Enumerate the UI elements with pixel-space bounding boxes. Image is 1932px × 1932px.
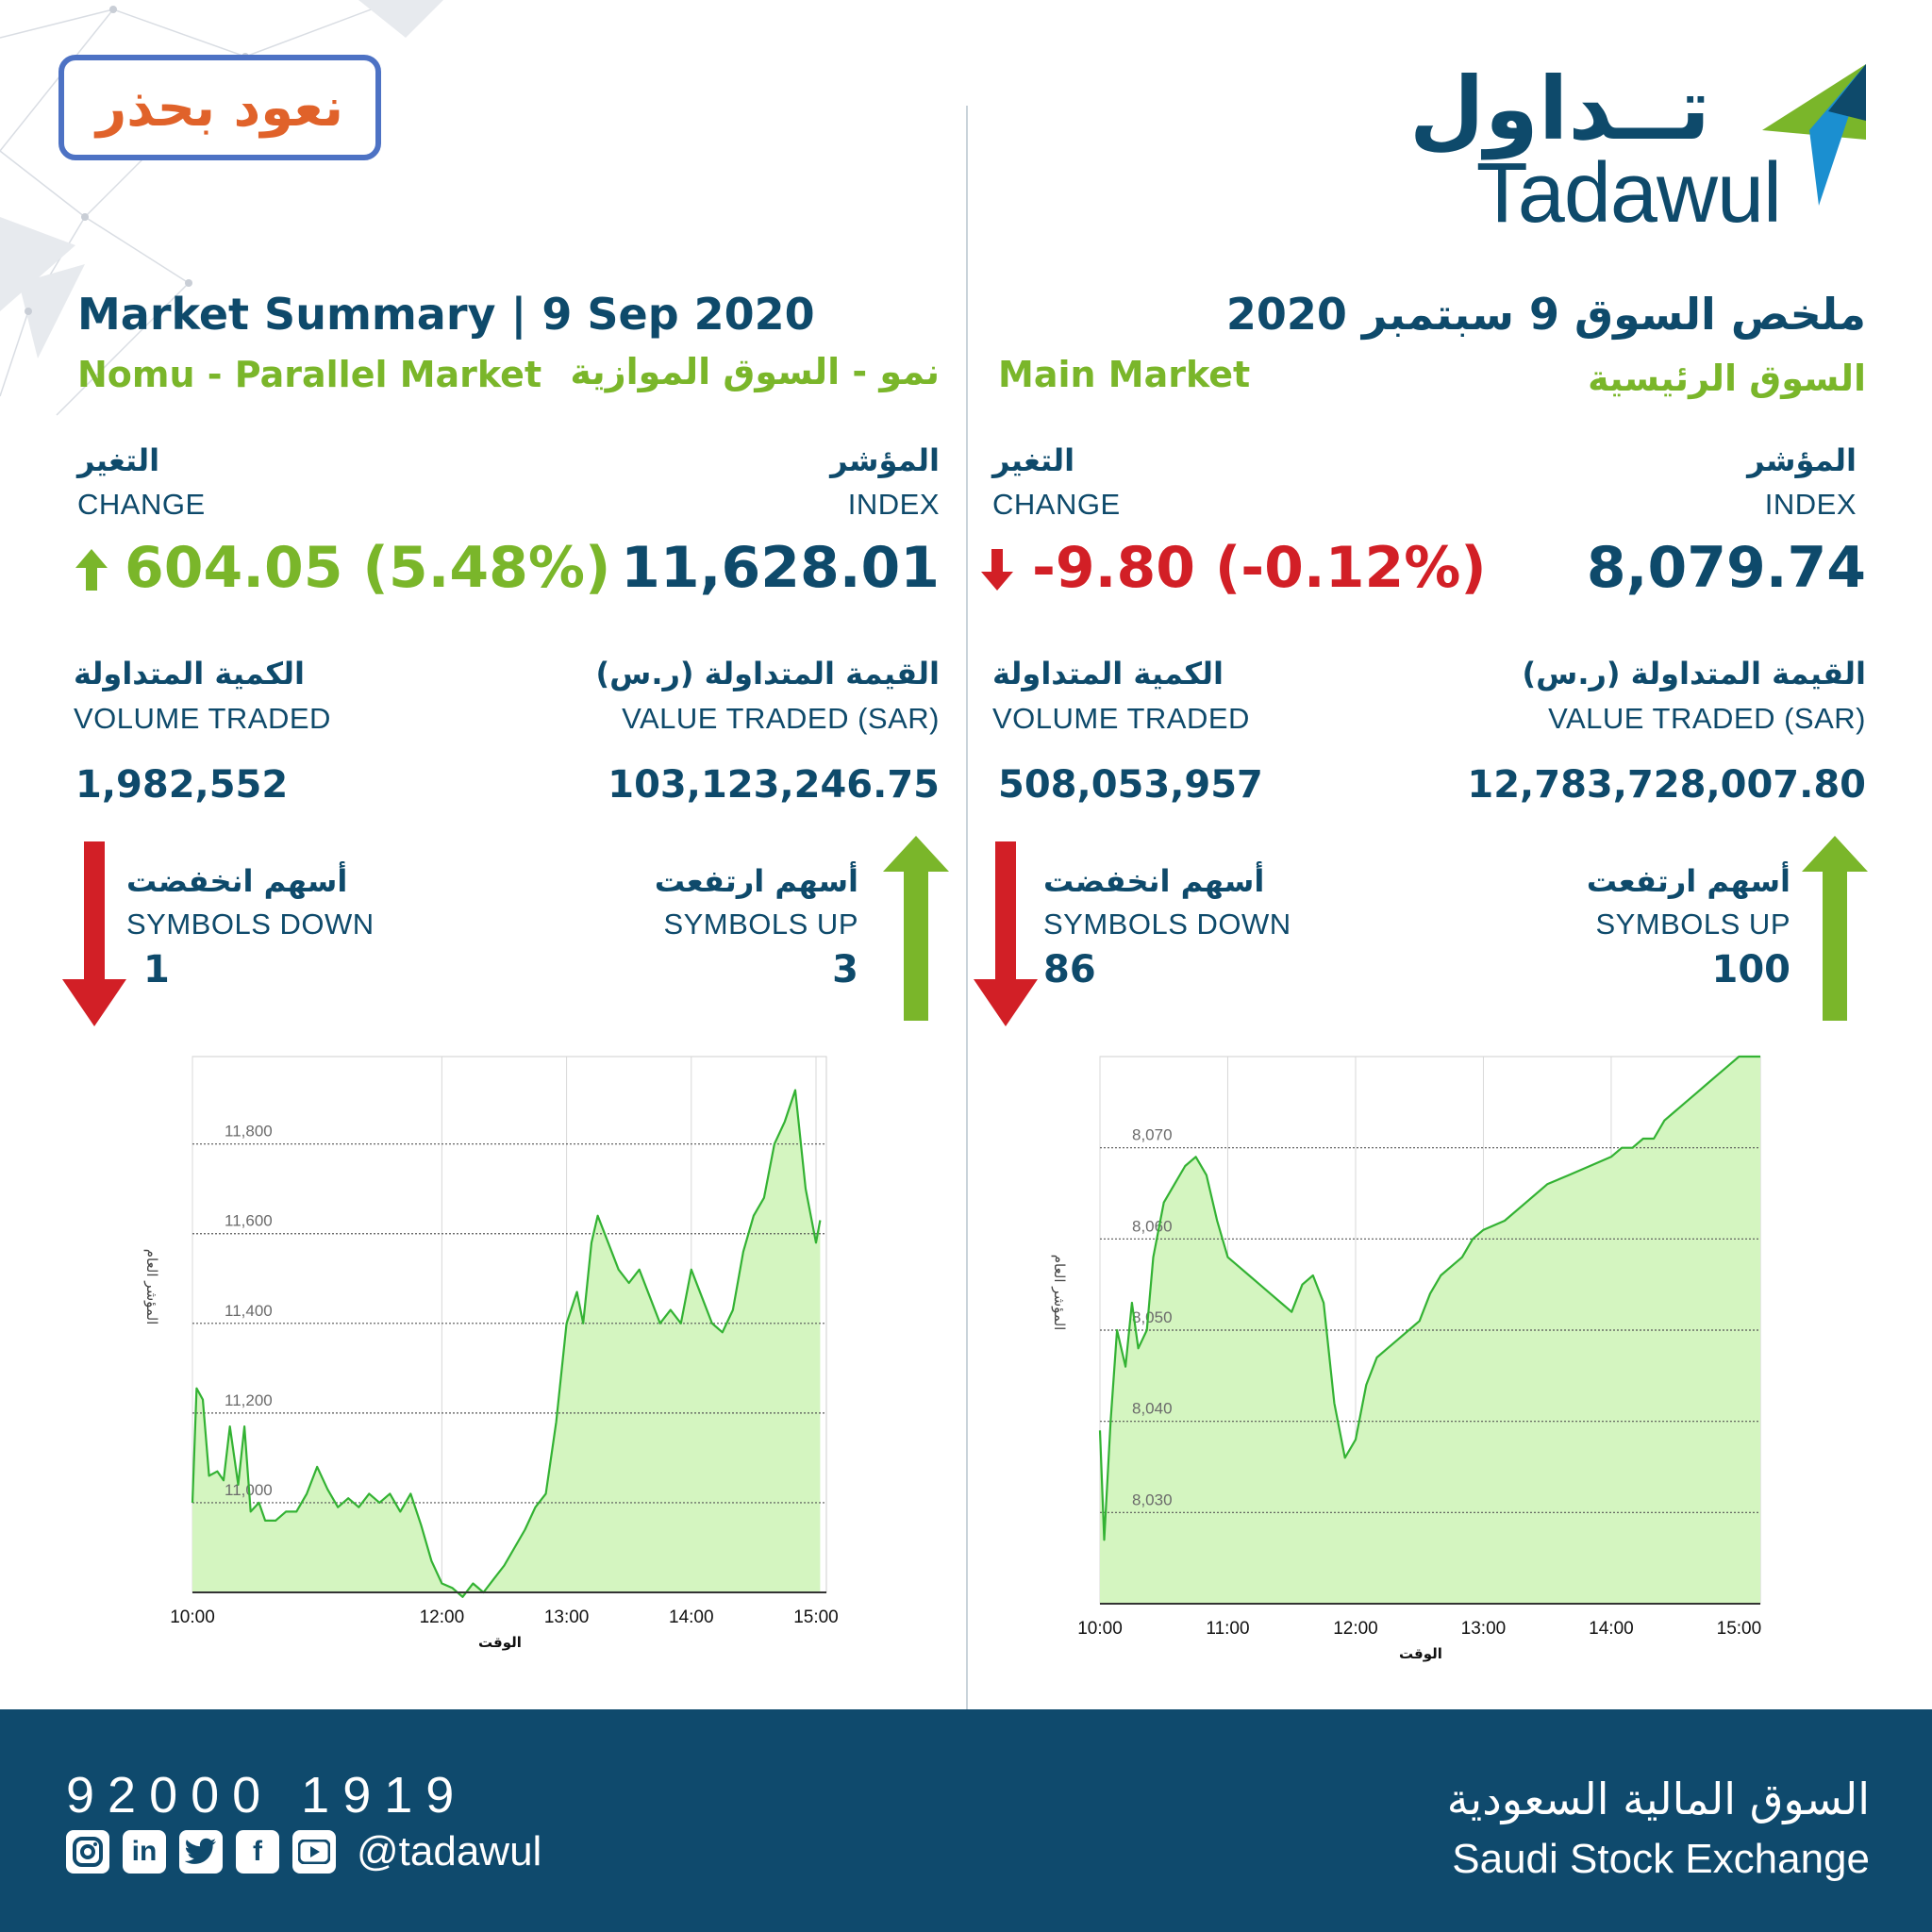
series-area <box>192 1090 821 1597</box>
campaign-badge: نعود بحذر <box>58 55 381 160</box>
left-value-traded-label-ar: القيمة المتداولة (ر.س) <box>595 656 940 691</box>
x-tick-label: 13:00 <box>544 1607 590 1627</box>
up-arrow-large-icon <box>883 836 949 1021</box>
x-tick-label: 12:00 <box>1333 1619 1378 1639</box>
left-index-value: 11,628.01 <box>621 535 940 601</box>
y-tick-label: 11,200 <box>225 1391 273 1409</box>
left-value-traded-label-en: VALUE TRADED (SAR) <box>622 702 940 735</box>
left-title: Market Summary | 9 Sep 2020 <box>77 289 815 340</box>
right-index-value: 8,079.74 <box>1586 535 1866 601</box>
left-change-label-en: CHANGE <box>77 488 206 521</box>
left-volume-label-ar: الكمية المتداولة <box>74 656 305 691</box>
y-tick-label: 8,060 <box>1132 1217 1173 1235</box>
left-symbols-up-label-ar: أسهم ارتفعت <box>654 863 858 899</box>
phone-number[interactable]: 92000 1919 <box>66 1767 468 1824</box>
right-volume-label-en: VOLUME TRADED <box>992 702 1250 735</box>
up-arrow-icon <box>75 549 108 591</box>
right-change-label-en: CHANGE <box>992 488 1121 521</box>
left-change-value: 604.05 (5.48%) <box>125 535 611 601</box>
x-tick-label: 14:00 <box>1589 1619 1634 1639</box>
logo-english: Tadawul <box>1475 146 1782 241</box>
social-links: in f @tadawul <box>66 1828 541 1875</box>
left-market-en: Nomu - Parallel Market <box>77 354 542 395</box>
left-change-label-ar: التغير <box>77 442 160 478</box>
right-market-en: Main Market <box>998 354 1251 395</box>
x-tick-label: 14:00 <box>669 1607 714 1627</box>
footer <box>0 1709 1932 1932</box>
y-tick-label: 8,030 <box>1132 1491 1173 1508</box>
left-symbols-up-label-en: SYMBOLS UP <box>663 908 858 941</box>
left-volume-label-en: VOLUME TRADED <box>74 702 331 735</box>
right-title: ملخص السوق 9 سبتمبر 2020 <box>1225 289 1866 340</box>
right-symbols-up-label-ar: أسهم ارتفعت <box>1586 863 1790 899</box>
right-symbols-down-label-ar: أسهم انخفضت <box>1043 863 1265 899</box>
y-axis-title: المؤشر العام <box>1051 1255 1068 1331</box>
y-tick-label: 11,800 <box>225 1123 273 1141</box>
up-arrow-large-icon <box>1802 836 1868 1021</box>
x-tick-label: 10:00 <box>1077 1619 1123 1639</box>
y-tick-label: 11,600 <box>225 1212 273 1230</box>
x-axis-title: الوقت <box>478 1634 522 1651</box>
right-symbols-up-label-en: SYMBOLS UP <box>1595 908 1790 941</box>
social-handle[interactable]: @tadawul <box>357 1828 542 1874</box>
y-tick-label: 8,040 <box>1132 1400 1173 1418</box>
down-arrow-large-icon <box>974 841 1038 1026</box>
nomu-index-chart: 11,000 11,200 11,400 11,600 11,800 10:00 12:00… <box>113 1038 849 1660</box>
right-symbols-down-label-en: SYMBOLS DOWN <box>1043 908 1291 941</box>
right-value-traded-label-ar: القيمة المتداولة (ر.س) <box>1522 656 1866 691</box>
x-tick-label: 10:00 <box>170 1607 215 1627</box>
left-value-traded-value: 103,123,246.75 <box>608 763 940 807</box>
right-market-ar: السوق الرئيسية <box>1588 358 1866 399</box>
youtube-icon[interactable] <box>292 1830 336 1874</box>
right-change-value: -9.80 (-0.12%) <box>1032 535 1487 601</box>
campaign-badge-text: نعود بحذر <box>96 76 343 139</box>
down-arrow-small-icon <box>981 549 1013 591</box>
y-tick-label: 8,070 <box>1132 1126 1173 1144</box>
right-symbols-up-value: 100 <box>1711 948 1791 991</box>
x-tick-label: 11:00 <box>1206 1619 1249 1639</box>
y-axis-title: المؤشر العام <box>143 1249 160 1325</box>
series-line <box>1098 1055 1760 1541</box>
y-tick-label: 8,050 <box>1132 1308 1173 1326</box>
x-tick-label: 15:00 <box>1717 1619 1762 1639</box>
right-value-traded-label-en: VALUE TRADED (SAR) <box>1548 702 1866 735</box>
logo-arabic: تــداول <box>1408 58 1710 159</box>
facebook-icon[interactable]: f <box>236 1830 279 1874</box>
left-index-label-en: INDEX <box>847 488 940 521</box>
right-symbols-down-value: 86 <box>1043 948 1096 991</box>
y-tick-label: 11,400 <box>225 1302 273 1320</box>
linkedin-icon[interactable]: in <box>123 1830 166 1874</box>
right-volume-label-ar: الكمية المتداولة <box>992 656 1224 691</box>
x-axis-title: الوقت <box>1399 1645 1442 1662</box>
center-divider <box>966 106 968 1709</box>
right-volume-value: 508,053,957 <box>998 763 1263 807</box>
x-tick-label: 15:00 <box>793 1607 839 1627</box>
down-arrow-icon <box>62 841 126 1026</box>
left-index-label-ar: المؤشر <box>830 442 940 478</box>
instagram-icon[interactable] <box>66 1830 109 1874</box>
tadawul-logo-mark <box>1762 64 1866 206</box>
left-market-ar: نمو - السوق الموازية <box>570 351 940 392</box>
right-index-label-en: INDEX <box>1764 488 1857 521</box>
series-line <box>191 1089 822 1598</box>
exchange-name-english: Saudi Stock Exchange <box>1452 1836 1870 1882</box>
x-tick-label: 13:00 <box>1461 1619 1507 1639</box>
left-symbols-down-label-ar: أسهم انخفضت <box>126 863 348 899</box>
left-symbols-up-value: 3 <box>832 948 858 991</box>
right-index-label-ar: المؤشر <box>1747 442 1857 478</box>
network-decoration <box>0 0 443 416</box>
right-change-label-ar: التغير <box>992 442 1075 478</box>
main-index-chart: 8,030 8,040 8,050 8,060 8,070 10:00 11:00 12:00… <box>1028 1038 1783 1670</box>
right-value-traded-value: 12,783,728,007.80 <box>1467 763 1866 807</box>
exchange-name-arabic: السوق المالية السعودية <box>1446 1774 1870 1824</box>
x-tick-label: 12:00 <box>420 1607 465 1627</box>
twitter-icon[interactable] <box>179 1830 223 1874</box>
left-symbols-down-label-en: SYMBOLS DOWN <box>126 908 375 941</box>
left-volume-value: 1,982,552 <box>75 763 289 807</box>
chart-svg: 8,030 8,040 8,050 8,060 8,070 10:00 11:00 12:00… <box>1051 1055 1762 1662</box>
left-symbols-down-value: 1 <box>143 948 170 991</box>
